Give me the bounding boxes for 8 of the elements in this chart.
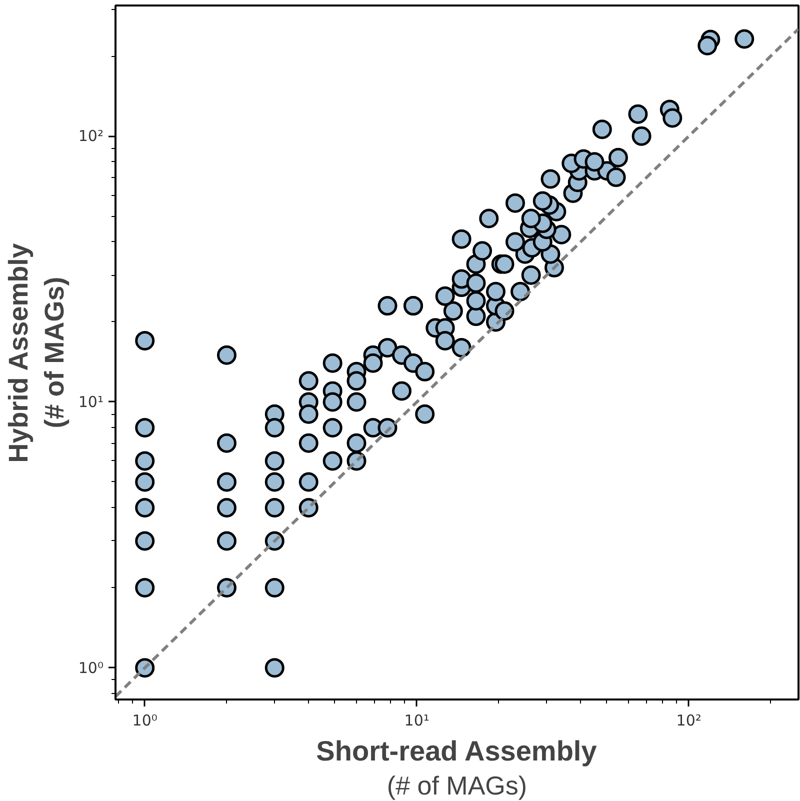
x-tick-label: 10¹ bbox=[404, 712, 430, 730]
y-tick-label: 10⁰ bbox=[78, 658, 104, 677]
y-tick-label: 10¹ bbox=[78, 392, 104, 411]
y-axis-title: Hybrid Assembly (# of MAGs) bbox=[3, 243, 70, 463]
y-tick-label: 10² bbox=[78, 127, 104, 146]
x-axis-title: Short-read Assembly (# of MAGs) bbox=[316, 736, 598, 800]
x-tick-label: 10² bbox=[676, 712, 702, 730]
x-tick-label: 10⁰ bbox=[132, 712, 158, 730]
